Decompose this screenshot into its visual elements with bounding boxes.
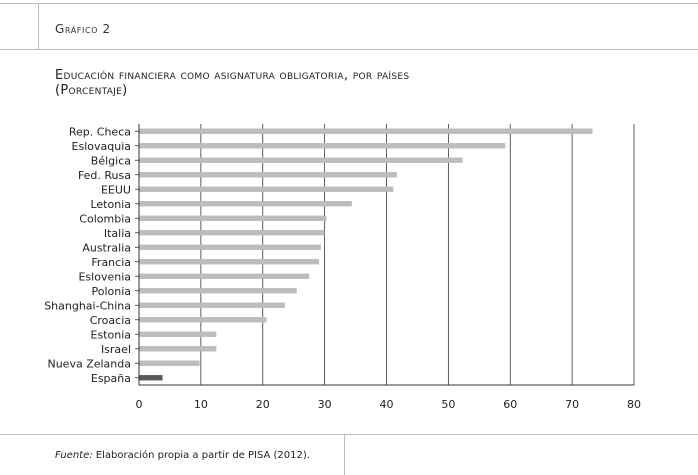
bar: [139, 317, 267, 323]
source-note: Fuente: Elaboración propia a partir de P…: [55, 450, 310, 461]
category-label: España: [91, 372, 131, 385]
x-tick-labels: 0 10 20 30 40 50 60 70 80: [136, 398, 642, 411]
source-text: Elaboración propia a partir de PISA (201…: [92, 450, 310, 461]
x-tick-label: 10: [194, 398, 208, 411]
category-label: Shanghai-China: [44, 299, 131, 312]
top-rule: [0, 3, 698, 4]
bar: [139, 288, 297, 294]
category-label: Croacia: [90, 314, 131, 327]
category-label: Colombia: [79, 212, 131, 225]
header-rule: [0, 49, 698, 50]
bar: [139, 244, 321, 250]
x-tick-label: 40: [380, 398, 394, 411]
bar: [139, 259, 320, 265]
category-label: Italia: [104, 227, 131, 240]
bar: [139, 143, 506, 149]
bar: [139, 273, 310, 279]
x-tick-label: 70: [565, 398, 579, 411]
category-label: Nueva Zelanda: [47, 357, 131, 370]
bar: [139, 331, 217, 337]
chart-title-line2: (Porcentaje): [55, 83, 128, 98]
category-label: Israel: [101, 343, 131, 356]
x-tick-label: 80: [627, 398, 641, 411]
bar: [139, 302, 286, 308]
bar: [139, 346, 217, 352]
category-label: Estonia: [91, 328, 132, 341]
chart-title: Educación financiera como asignatura obl…: [55, 68, 675, 98]
footer-divider: [344, 435, 345, 475]
bar: [139, 375, 163, 381]
bar: [139, 186, 394, 192]
source-label: Fuente:: [55, 450, 93, 461]
footer-rule: [0, 434, 698, 435]
category-label: Polonia: [91, 285, 131, 298]
bar: [139, 172, 398, 178]
chart-title-line1: Educación financiera como asignatura obl…: [55, 68, 410, 83]
bar: [139, 128, 593, 134]
x-tick-label: 50: [441, 398, 455, 411]
x-tick-label: 20: [256, 398, 270, 411]
gridlines: [200, 124, 635, 385]
bar: [139, 230, 325, 236]
bar: [139, 201, 352, 207]
header-divider: [38, 4, 39, 49]
category-label: Australia: [82, 241, 131, 254]
category-label: Bélgica: [91, 154, 131, 167]
category-label: Fed. Rusa: [78, 169, 131, 182]
x-tick-label: 0: [136, 398, 143, 411]
category-label: EEUU: [101, 183, 131, 196]
bar: [139, 157, 463, 163]
category-label: Francia: [91, 256, 131, 269]
bars: [139, 128, 593, 381]
bar: [139, 215, 327, 221]
x-tick-label: 60: [503, 398, 517, 411]
x-tick-label: 30: [318, 398, 332, 411]
category-label: Rep. Checa: [69, 125, 131, 138]
category-label: Eslovaquia: [72, 140, 131, 153]
bar: [139, 360, 200, 366]
figure-label: Gráfico 2: [55, 22, 111, 36]
category-label: Letonia: [90, 198, 131, 211]
axes: [135, 124, 634, 386]
category-label: Eslovenia: [78, 270, 131, 283]
